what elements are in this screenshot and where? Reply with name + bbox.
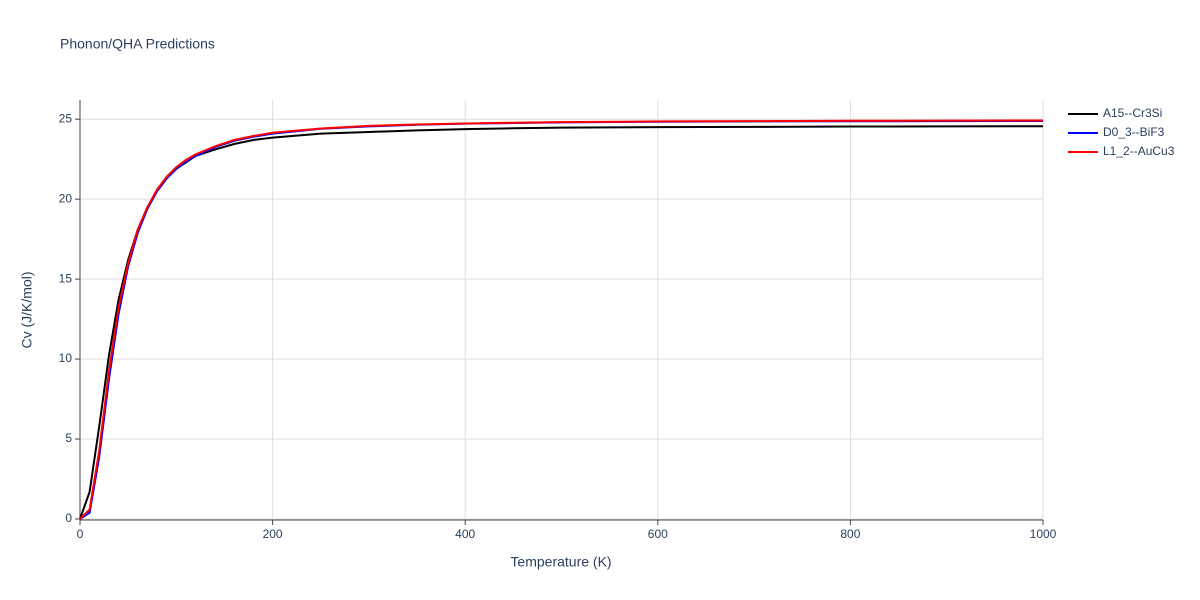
legend-label: L1_2--AuCu3 xyxy=(1103,144,1175,158)
y-tick-label: 20 xyxy=(59,191,73,205)
y-tick-label: 5 xyxy=(65,431,72,445)
legend-label: D0_3--BiF3 xyxy=(1103,125,1165,139)
x-tick-label: 600 xyxy=(648,527,668,541)
x-tick-label: 800 xyxy=(840,527,860,541)
x-tick-label: 400 xyxy=(455,527,475,541)
x-tick-label: 200 xyxy=(263,527,283,541)
y-tick-label: 15 xyxy=(59,271,73,285)
grid xyxy=(79,100,1044,520)
series-line xyxy=(79,125,1044,520)
x-tick-label: 0 xyxy=(77,527,84,541)
x-tick-label: 1000 xyxy=(1030,527,1057,541)
y-tick-label: 25 xyxy=(59,111,73,125)
chart-title: Phonon/QHA Predictions xyxy=(60,36,215,52)
series-line xyxy=(79,119,1044,520)
y-axis-title: Cv (J/K/mol) xyxy=(19,272,35,349)
y-tick-label: 10 xyxy=(59,351,73,365)
x-axis-title: Temperature (K) xyxy=(510,554,611,570)
legend-label: A15--Cr3Si xyxy=(1103,106,1162,120)
y-tick-label: 0 xyxy=(65,511,72,525)
series-line xyxy=(79,119,1044,520)
